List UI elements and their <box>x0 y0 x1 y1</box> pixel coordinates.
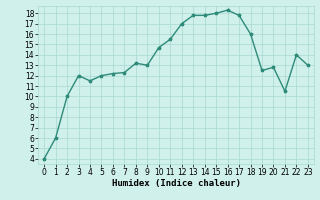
X-axis label: Humidex (Indice chaleur): Humidex (Indice chaleur) <box>111 179 241 188</box>
